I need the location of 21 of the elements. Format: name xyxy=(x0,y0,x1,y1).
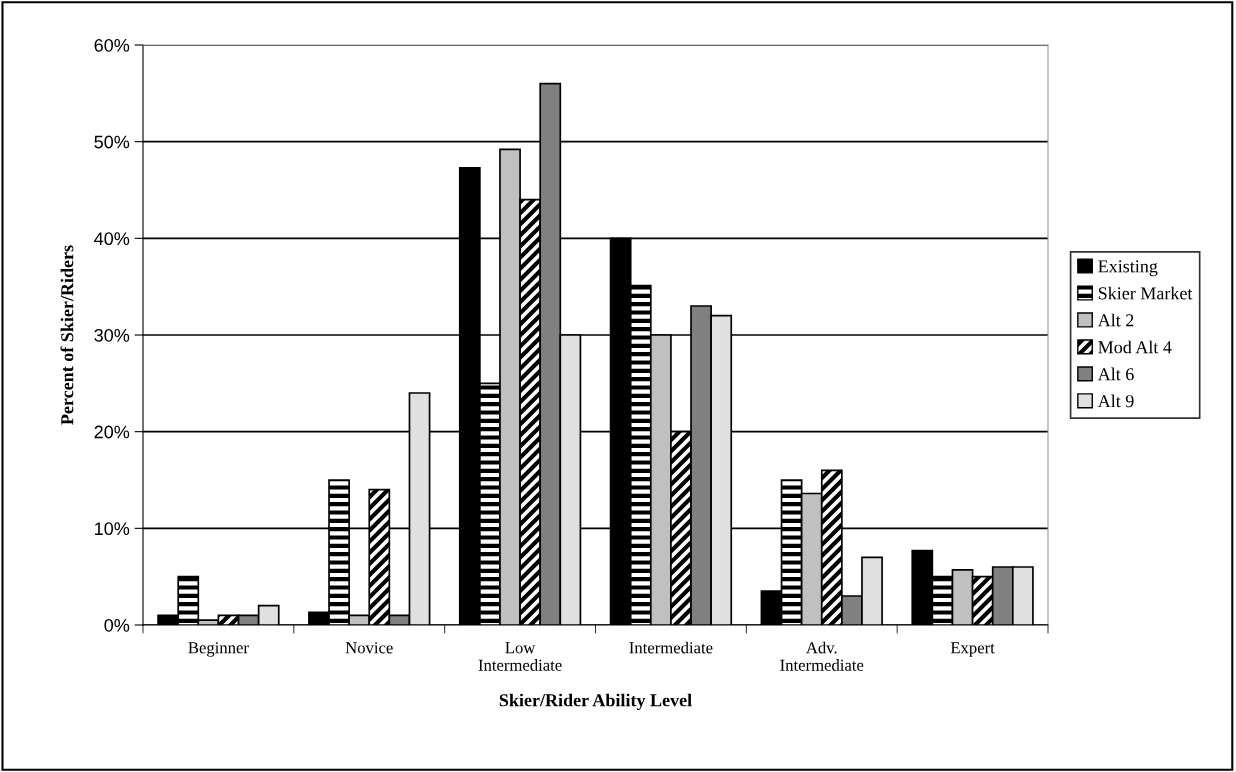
legend-label: Alt 9 xyxy=(1097,394,1134,408)
y-tick-label: 20% xyxy=(94,425,130,439)
x-tick-label: Expert xyxy=(950,642,995,657)
legend-label: Existing xyxy=(1098,260,1158,277)
x-tick-label: Low Intermediate xyxy=(478,642,562,671)
y-tick-label: 60% xyxy=(94,38,130,52)
x-axis-title: Skier/Rider Ability Level xyxy=(499,693,692,711)
y-axis-title: Percent of Skier/Riders xyxy=(60,245,74,425)
y-tick-label: 0% xyxy=(104,618,130,632)
y-tick-label: 50% xyxy=(94,135,130,149)
x-tick-label: Adv. Intermediate xyxy=(780,641,864,671)
legend-label: Mod Alt 4 xyxy=(1098,340,1172,354)
legend-label: Alt 2 xyxy=(1097,313,1134,327)
x-tick-label: Novice xyxy=(345,642,393,654)
x-tick-label: Intermediate xyxy=(629,641,713,654)
y-tick-label: 40% xyxy=(94,232,130,246)
y-tick-label: 10% xyxy=(95,522,130,536)
y-tick-label: 30% xyxy=(94,328,130,342)
legend-label: Skier Market xyxy=(1098,286,1193,300)
x-tick-label: Beginner xyxy=(188,642,249,657)
legend-label: Alt 6 xyxy=(1097,367,1134,381)
